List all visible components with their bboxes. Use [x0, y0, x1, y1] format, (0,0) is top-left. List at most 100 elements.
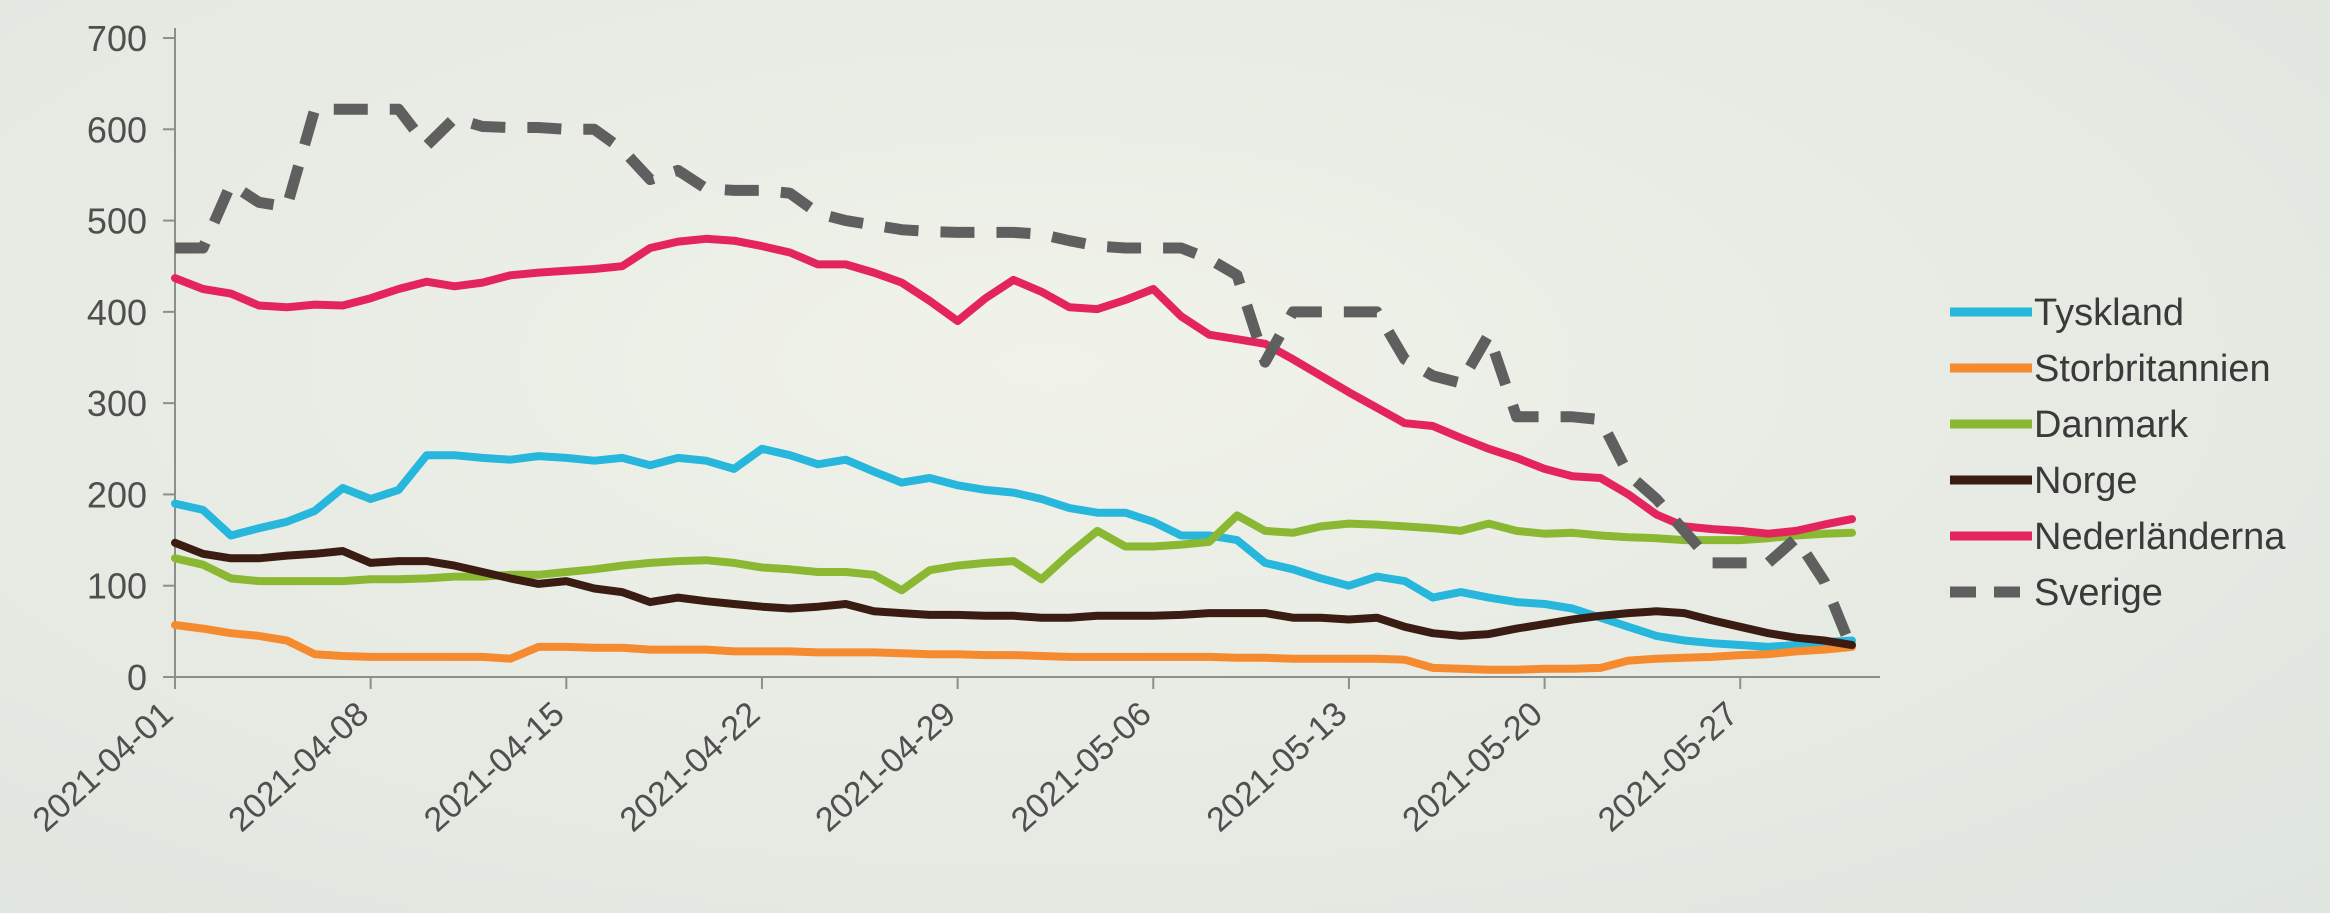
data-point: [230, 578, 231, 579]
data-point: [957, 321, 958, 322]
series-danmark: [171, 511, 1856, 595]
legend-label: Danmark: [2034, 404, 2189, 446]
data-point: [901, 229, 902, 230]
data-point: [957, 485, 958, 486]
data-point: [1824, 581, 1825, 582]
data-point: [1125, 300, 1126, 301]
data-point: [454, 455, 455, 456]
data-point: [1237, 540, 1238, 541]
data-point: [762, 190, 763, 191]
data-point: [538, 574, 539, 575]
data-point: [734, 651, 735, 652]
data-point: [258, 305, 259, 306]
data-point: [1376, 524, 1377, 525]
series-nederländerna: [171, 234, 1856, 538]
data-point: [1013, 615, 1014, 616]
data-point: [650, 649, 651, 650]
data-point: [1237, 613, 1238, 614]
data-point: [1544, 604, 1545, 605]
data-point: [1125, 512, 1126, 513]
data-point: [342, 488, 343, 489]
data-point: [566, 572, 567, 573]
data-point: [706, 188, 707, 189]
data-point: [1824, 524, 1825, 525]
data-point: [706, 601, 707, 602]
data-point: [482, 656, 483, 657]
data-point: [538, 583, 539, 584]
data-point: [175, 558, 176, 559]
data-point: [203, 289, 204, 290]
data-point: [1600, 667, 1601, 668]
data-point: [1600, 478, 1601, 479]
data-point: [1125, 546, 1126, 547]
data-point: [1572, 532, 1573, 533]
data-point: [985, 232, 986, 233]
data-point: [1656, 611, 1657, 612]
data-point: [1404, 626, 1405, 627]
data-point: [258, 558, 259, 559]
data-point: [314, 304, 315, 305]
data-point: [817, 606, 818, 607]
data-point: [1097, 615, 1098, 616]
data-point: [1041, 579, 1042, 580]
data-point: [1488, 597, 1489, 598]
data-point: [1041, 656, 1042, 657]
data-point: [789, 651, 790, 652]
data-point: [286, 206, 287, 207]
data-point: [734, 562, 735, 563]
series-line: [171, 538, 1856, 649]
data-point: [1824, 649, 1825, 650]
data-point: [985, 562, 986, 563]
data-point: [929, 231, 930, 232]
data-point: [1181, 535, 1182, 536]
data-point: [762, 651, 763, 652]
data-point: [789, 569, 790, 570]
legend-item: Danmark: [1950, 404, 2189, 446]
data-point: [845, 652, 846, 653]
x-tick-label: 2021-05-13: [1200, 695, 1355, 840]
data-point: [901, 613, 902, 614]
data-point: [706, 460, 707, 461]
data-point: [1488, 523, 1489, 524]
data-point: [678, 561, 679, 562]
data-point: [873, 272, 874, 273]
data-point: [454, 576, 455, 577]
y-tick-label: 300: [87, 383, 147, 424]
data-point: [817, 264, 818, 265]
data-point: [1237, 339, 1238, 340]
y-tick-label: 400: [87, 292, 147, 333]
data-point: [566, 646, 567, 647]
series-line: [171, 621, 1856, 674]
data-point: [426, 578, 427, 579]
x-tick-label: 2021-04-29: [808, 695, 963, 840]
data-point: [1460, 437, 1461, 438]
data-point: [482, 282, 483, 283]
data-point: [1013, 279, 1014, 280]
data-point: [398, 656, 399, 657]
data-point: [1824, 533, 1825, 534]
data-point: [1768, 654, 1769, 655]
data-point: [398, 561, 399, 562]
data-point: [734, 468, 735, 469]
data-point: [1600, 419, 1601, 420]
y-tick-label: 500: [87, 201, 147, 242]
x-tick-label: 2021-05-20: [1395, 695, 1550, 840]
data-point: [1740, 645, 1741, 646]
data-point: [1404, 659, 1405, 660]
data-point: [1181, 248, 1182, 249]
data-point: [678, 597, 679, 598]
data-point: [845, 572, 846, 573]
data-point: [762, 567, 763, 568]
data-point: [650, 465, 651, 466]
data-point: [1796, 530, 1797, 531]
data-point: [175, 503, 176, 504]
data-point: [1544, 416, 1545, 417]
data-point: [706, 560, 707, 561]
series-storbritannien: [171, 621, 1856, 674]
data-point: [510, 459, 511, 460]
data-point: [1488, 669, 1489, 670]
data-point: [1125, 656, 1126, 657]
data-point: [594, 129, 595, 130]
data-point: [789, 608, 790, 609]
data-point: [650, 179, 651, 180]
